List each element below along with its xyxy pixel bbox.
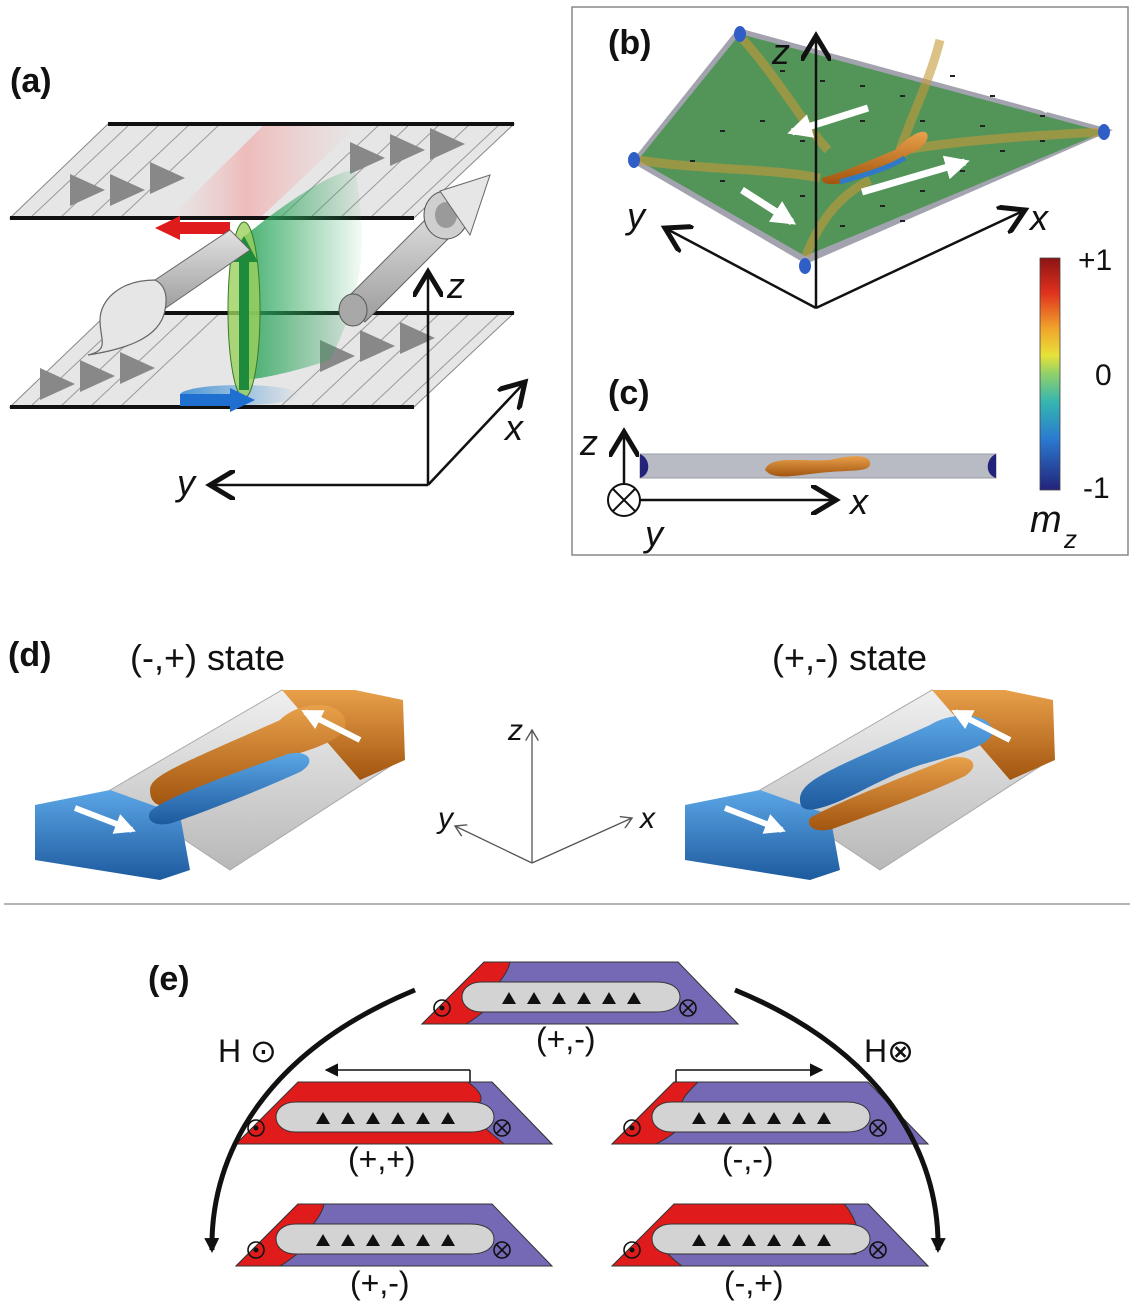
e-diagram-bottom-left [234,1203,554,1267]
b-x-axis [815,210,1025,310]
e-diagram-top [420,961,740,1025]
d-right-orange-core [808,757,974,831]
a-z-label: z [446,265,465,306]
bottom-layer-spin-arrows [40,322,435,400]
panel-c: (c) z y x [579,374,997,554]
top-layer-spin-arrows [70,128,465,206]
colorbar-symbol: m [1030,499,1062,541]
d-z-label: z [507,714,523,747]
a-y-label: y [174,462,197,503]
b-corner-front [799,258,811,274]
d-left-blue-core [148,752,310,825]
colorbar-mid-label: 0 [1095,359,1112,392]
right-rod-end [338,293,368,327]
colorbar-gradient [1039,257,1061,491]
b-vortex-core [821,131,928,185]
e-left-curved-arrow [204,987,416,1253]
c-left-edge [640,454,649,478]
e-state-mid-left: (+,+) [348,1141,416,1177]
d-x-axis [531,818,632,864]
d-right-state-label: (+,-) state [772,637,927,678]
colorbar-max-label: +1 [1078,244,1112,277]
panel-e: (e) (+,-) (+,+) [148,960,946,1301]
b-magnetization-arrows [740,76,1050,225]
d-right-arrow-blue [723,805,786,834]
e-field-down-label: H⊗ [864,1033,914,1069]
panel-d: (d) (-,+) state (+,-) state z [8,636,1055,880]
d-y-label: y [436,802,455,835]
colorbar-min-label: -1 [1083,472,1110,505]
d-left-state-label: (-,+) state [130,637,285,678]
b-z-label: z [771,31,790,72]
b-x-label: x [1028,197,1050,238]
bottom-wall-arrow [180,388,255,412]
panel-b-label: (b) [608,24,651,62]
e-diagram-mid-right [610,1081,930,1145]
top-wall-arrow [155,216,230,240]
d-right-blue-end [685,790,840,880]
panel-c-label: (c) [608,374,650,412]
panel-a: (a) [8,62,525,503]
c-y-cross-b [612,488,636,512]
b-cross-walls [637,32,1105,258]
d-left-slab [35,689,405,880]
panel-b: (b) [608,24,1113,310]
e-state-mid-right: (-,-) [722,1141,774,1177]
e-state-bottom-right: (-,+) [724,1265,784,1301]
d-right-blue-core [800,715,993,810]
e-state-top: (+,-) [536,1021,596,1057]
a-x-label: x [503,407,525,448]
c-z-label: z [579,422,598,463]
c-y-label: y [642,513,665,554]
c-x-label: x [848,481,870,522]
c-right-edge [987,454,996,478]
e-right-curved-arrow [734,987,946,1253]
left-cone-tip [87,279,167,356]
d-x-label: x [638,802,656,835]
d-y-axis [455,826,533,864]
e-field-up-label: H ⊙ [218,1033,277,1069]
colorbar-subscript: z [1063,524,1077,554]
e-state-bottom-left: (+,-) [350,1265,410,1301]
b-corner-left [628,152,640,168]
panel-a-label: (a) [10,62,52,100]
b-corner-right [1098,124,1110,140]
panel-bc-frame [571,6,1129,556]
panel-e-label: (e) [148,960,190,998]
d-right-slab [685,689,1055,880]
top-wall-region [170,124,360,218]
e-diagram-bottom-right [610,1203,930,1267]
domain-wall-sheet [240,170,362,380]
d-left-orange-core [150,705,346,806]
d-left-arrow-orange [301,709,362,743]
b-y-label: y [624,195,647,236]
a-x-axis [427,382,525,486]
b-core-blue-line [839,155,907,185]
b-y-axis [665,228,817,310]
d-right-arrow-orange [951,709,1012,743]
e-diagram-mid-left [234,1081,554,1145]
c-vortex-core [765,456,871,477]
d-left-arrow-blue [73,805,136,834]
panel-d-label: (d) [8,636,51,674]
b-corner-back [734,26,746,42]
right-cone-tip [439,174,491,237]
colorbar: +1 0 -1 m z [1030,244,1112,554]
